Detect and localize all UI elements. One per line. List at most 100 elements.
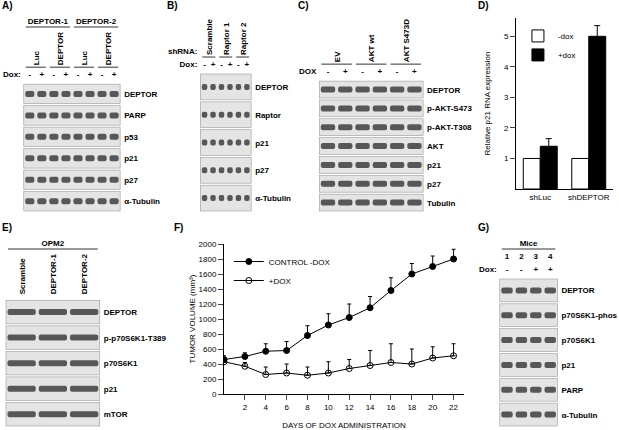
svg-text:6: 6 — [284, 403, 289, 412]
svg-text:DEPTOR: DEPTOR — [56, 32, 65, 65]
svg-text:5: 5 — [504, 32, 509, 41]
svg-text:p70S6K1: p70S6K1 — [561, 336, 595, 345]
svg-text:+: + — [343, 67, 348, 76]
svg-text:-: - — [203, 60, 206, 69]
svg-text:PARP: PARP — [561, 386, 583, 395]
svg-text:CONTROL -DOX: CONTROL -DOX — [269, 258, 331, 267]
svg-text:16: 16 — [387, 403, 396, 412]
svg-text:+: + — [211, 60, 216, 69]
svg-text:DOX: DOX — [299, 67, 317, 76]
svg-text:2: 2 — [243, 403, 248, 412]
svg-text:+DOX: +DOX — [269, 277, 292, 286]
svg-text:DEPTOR: DEPTOR — [104, 32, 113, 65]
svg-text:p70S6K1: p70S6K1 — [104, 359, 138, 368]
svg-text:AKT: AKT — [427, 142, 444, 151]
svg-text:10: 10 — [324, 403, 333, 412]
svg-text:DAYS OF DOX ADMINISTRATION: DAYS OF DOX ADMINISTRATION — [282, 421, 406, 430]
svg-text:1200: 1200 — [199, 300, 217, 309]
svg-text:Scramble: Scramble — [205, 18, 214, 55]
svg-text:DEPTOR: DEPTOR — [124, 90, 157, 99]
svg-text:2: 2 — [519, 252, 524, 261]
svg-text:Luc: Luc — [32, 50, 41, 65]
svg-text:-: - — [237, 60, 240, 69]
svg-text:14: 14 — [366, 403, 375, 412]
svg-text:p21: p21 — [104, 385, 118, 394]
svg-text:p27: p27 — [427, 180, 441, 189]
svg-text:OPM2: OPM2 — [42, 239, 65, 248]
svg-text:+: + — [412, 67, 417, 76]
svg-text:4: 4 — [504, 63, 509, 72]
svg-text:Raptor 2: Raptor 2 — [239, 22, 248, 55]
svg-text:-: - — [220, 60, 223, 69]
svg-text:DEPTOR: DEPTOR — [561, 286, 594, 295]
svg-text:mTOR: mTOR — [104, 410, 128, 419]
svg-text:-: - — [520, 265, 523, 274]
svg-text:p-p70S6K1-T389: p-p70S6K1-T389 — [104, 334, 167, 343]
svg-text:Dox:: Dox: — [180, 60, 198, 69]
svg-text:1400: 1400 — [199, 285, 217, 294]
svg-text:4: 4 — [264, 403, 269, 412]
svg-text:DEPTOR-1: DEPTOR-1 — [49, 253, 58, 294]
svg-text:1: 1 — [505, 252, 510, 261]
svg-text:20: 20 — [428, 403, 437, 412]
svg-text:EV: EV — [333, 51, 342, 62]
svg-text:Luc: Luc — [80, 50, 89, 65]
svg-text:-: - — [101, 70, 104, 79]
svg-text:Relative p21 RNA expression: Relative p21 RNA expression — [483, 51, 492, 155]
svg-text:Raptor: Raptor — [255, 111, 281, 120]
svg-text:DEPTOR-2: DEPTOR-2 — [80, 253, 89, 294]
svg-text:shDEPTOR: shDEPTOR — [568, 193, 610, 202]
svg-text:+: + — [548, 265, 553, 274]
svg-text:PARP: PARP — [124, 111, 146, 120]
svg-text:400: 400 — [203, 360, 217, 369]
svg-text:-: - — [77, 70, 80, 79]
svg-text:+: + — [533, 265, 538, 274]
svg-text:p70S6K1-phos: p70S6K1-phos — [561, 311, 617, 320]
svg-text:+: + — [112, 70, 117, 79]
svg-text:200: 200 — [203, 375, 217, 384]
svg-text:AKT S473D: AKT S473D — [402, 19, 411, 62]
svg-text:shRNA:: shRNA: — [168, 47, 197, 56]
svg-text:+: + — [40, 70, 45, 79]
svg-text:α-Tubulin: α-Tubulin — [255, 194, 291, 203]
svg-text:Tubulin: Tubulin — [427, 199, 455, 208]
svg-text:DEPTOR: DEPTOR — [255, 83, 288, 92]
svg-text:AKT wt: AKT wt — [367, 34, 376, 62]
svg-text:p53: p53 — [124, 133, 138, 142]
svg-text:-: - — [506, 265, 509, 274]
svg-text:Dox:: Dox: — [3, 70, 21, 79]
svg-text:800: 800 — [203, 330, 217, 339]
svg-text:Mice: Mice — [520, 239, 538, 248]
svg-text:22: 22 — [449, 403, 458, 412]
svg-text:DEPTOR-1: DEPTOR-1 — [28, 17, 69, 26]
svg-text:p21: p21 — [561, 361, 575, 370]
svg-text:+: + — [64, 70, 69, 79]
svg-text:4: 4 — [548, 252, 553, 261]
svg-text:p21: p21 — [427, 161, 441, 170]
svg-text:-: - — [28, 70, 31, 79]
svg-text:+: + — [88, 70, 93, 79]
svg-text:-dox: -dox — [558, 32, 574, 41]
svg-text:DEPTOR: DEPTOR — [427, 86, 460, 95]
svg-text:+: + — [378, 67, 383, 76]
svg-text:p-AKT-T308: p-AKT-T308 — [427, 123, 472, 132]
svg-text:3: 3 — [504, 93, 509, 102]
svg-text:p27: p27 — [255, 166, 269, 175]
svg-text:Dox:: Dox: — [479, 265, 497, 274]
svg-text:1: 1 — [504, 154, 509, 163]
svg-text:-: - — [396, 67, 399, 76]
svg-text:α-Tubulin: α-Tubulin — [561, 411, 597, 420]
svg-text:1600: 1600 — [199, 270, 217, 279]
svg-text:-: - — [361, 67, 364, 76]
svg-text:α-Tubulin: α-Tubulin — [124, 197, 160, 206]
svg-text:shLuc: shLuc — [530, 193, 551, 202]
svg-text:600: 600 — [203, 345, 217, 354]
svg-text:-: - — [53, 70, 56, 79]
svg-text:-: - — [327, 67, 330, 76]
svg-text:12: 12 — [345, 403, 354, 412]
svg-text:Raptor 1: Raptor 1 — [222, 22, 231, 55]
svg-text:p21: p21 — [124, 154, 138, 163]
svg-text:2: 2 — [504, 124, 509, 133]
svg-text:3: 3 — [534, 252, 539, 261]
svg-text:8: 8 — [305, 403, 310, 412]
